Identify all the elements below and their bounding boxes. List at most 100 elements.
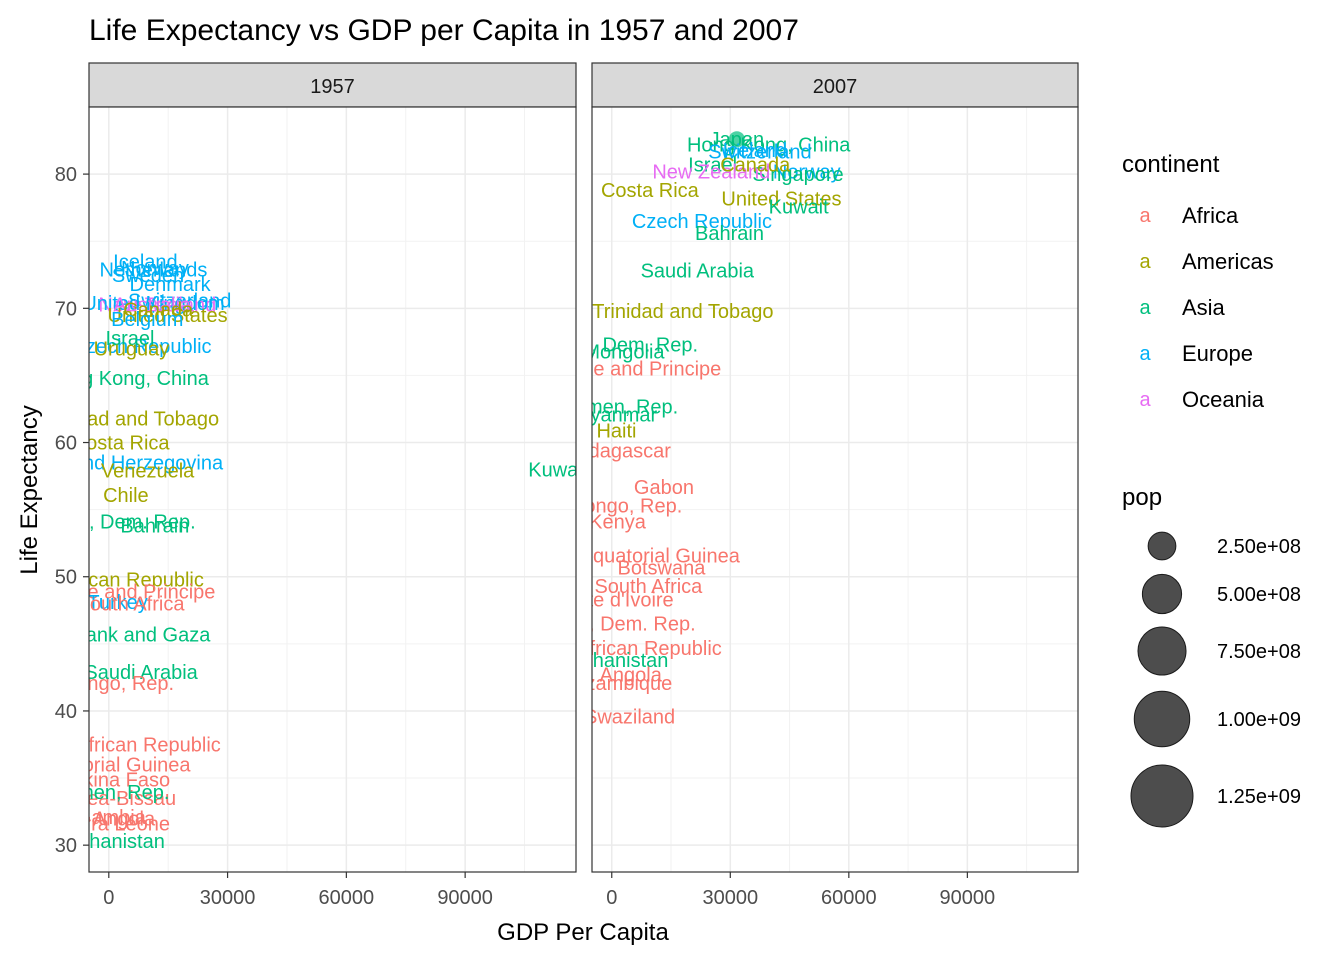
legend-key-glyph: a (1139, 251, 1151, 273)
legend-size-item: 7.50e+08 (1137, 626, 1301, 676)
y-axis-title: Life Expectancy (16, 405, 43, 574)
country-label: Guinea-Bissau (45, 788, 176, 810)
facet-panel-1957: 1957 IcelandNorwayNetherlandsSwedenDenmar… (5, 62, 588, 909)
legend-size-label: 2.50e+08 (1217, 536, 1301, 558)
country-label: Kuwait (769, 196, 829, 218)
legend-item-asia: a Asia (1139, 295, 1225, 320)
legend-item-africa: a Africa (1139, 203, 1239, 228)
country-label: Yemen, Rep. (563, 396, 678, 418)
country-label: Saudi Arabia (641, 261, 755, 283)
legend-label: Oceania (1182, 387, 1265, 412)
country-label: Hong Kong, China (45, 368, 209, 390)
country-label: Costa Rica (72, 433, 171, 455)
x-tick-label: 30000 (200, 887, 256, 909)
legend: continent a Africa a Americas a Asia a Europe a O… (1122, 151, 1301, 828)
country-label: Haiti (596, 420, 636, 442)
country-label: Australia (113, 294, 192, 316)
legend-size-label: 5.00e+08 (1217, 584, 1301, 606)
legend-size-title: pop (1122, 484, 1162, 511)
country-label: Central African Republic (6, 735, 221, 757)
legend-color-title: continent (1122, 151, 1220, 178)
legend-size-label: 1.00e+09 (1217, 709, 1301, 731)
y-tick-label: 80 (55, 164, 77, 186)
chart-title: Life Expectancy vs GDP per Capita in 195… (89, 14, 799, 47)
legend-key-glyph: a (1139, 343, 1151, 365)
legend-item-oceania: a Oceania (1139, 387, 1264, 412)
country-label: Afghanistan (59, 831, 165, 853)
data-point (728, 131, 745, 148)
country-label: Bahrain (695, 223, 764, 245)
country-label: Canada (720, 155, 791, 177)
country-label: Japan (710, 129, 765, 151)
legend-key-glyph: a (1139, 205, 1151, 227)
country-label: Korea, Dem. Rep. (36, 512, 196, 534)
country-label: Gabon (634, 477, 694, 499)
country-label: Equatorial Guinea (580, 545, 741, 567)
y-tick-label: 60 (55, 433, 77, 455)
country-label: Sao Tome and Principe (9, 582, 215, 604)
country-label: Singapore (752, 164, 843, 186)
legend-size-circle (1147, 531, 1177, 561)
facet-strip-label: 2007 (813, 76, 858, 98)
legend-size-items: 2.50e+08 5.00e+08 7.50e+08 1.00e+09 1.25e+09 (1130, 531, 1301, 828)
country-label: Bahrain (120, 516, 189, 538)
country-label: United Kingdom (82, 293, 224, 315)
legend-size-item: 5.00e+08 (1141, 573, 1301, 615)
country-label: Denmark (130, 274, 212, 296)
country-label: Afghanistan (563, 650, 669, 672)
country-label: Sierra Leone (56, 814, 171, 836)
legend-size-item: 1.25e+09 (1130, 764, 1301, 828)
country-label: Czech Republic (632, 211, 772, 233)
x-tick-label: 60000 (821, 887, 877, 909)
country-label: Costa Rica (601, 180, 700, 202)
country-label: Congo, Dem. Rep. (530, 614, 696, 636)
legend-key-glyph: a (1139, 389, 1151, 411)
legend-label: Africa (1182, 203, 1239, 228)
plot-area (592, 107, 1078, 872)
facet-panels: 1957IcelandNorwayNetherlandsSwedenDenmar… (5, 62, 1079, 909)
legend-key-glyph: a (1139, 297, 1151, 319)
country-label: Venezuela (101, 461, 195, 483)
legend-label: Americas (1182, 249, 1274, 274)
legend-size-label: 7.50e+08 (1217, 641, 1301, 663)
x-tick-label: 90000 (437, 887, 493, 909)
country-label: Equatorial Guinea (30, 755, 191, 777)
panel-border (591, 106, 1079, 873)
legend-size-circle (1130, 764, 1194, 828)
facet-strip (591, 62, 1079, 108)
country-label: Congo, Rep. (62, 673, 174, 695)
country-label: Norway (121, 258, 189, 280)
country-label: New Zealand (652, 161, 770, 183)
country-label: Mongolia (583, 341, 665, 363)
x-tick-label: 0 (103, 887, 114, 909)
x-tick-label: 90000 (940, 887, 996, 909)
country-label: Bosnia and Herzegovina (5, 453, 224, 475)
legend-label: Europe (1182, 341, 1253, 366)
legend-size-label: 1.25e+09 (1217, 786, 1301, 808)
legend-size-circle (1133, 690, 1191, 748)
country-label: Iceland (722, 140, 787, 162)
country-label: Central African Republic (507, 638, 722, 660)
country-label: Angola (93, 808, 156, 830)
country-label: Trinidad and Tobago (592, 301, 773, 323)
x-tick-label: 0 (606, 887, 617, 909)
legend-size-item: 1.00e+09 (1133, 690, 1301, 748)
legend-color-items: a Africa a Americas a Asia a Europe a Oceania (1139, 203, 1273, 412)
y-tick-label: 70 (55, 298, 77, 320)
country-label: Burkina Faso (52, 769, 170, 791)
country-label: Uruguay (94, 339, 170, 361)
y-tick-label: 30 (55, 835, 77, 857)
country-label: Chile (103, 485, 149, 507)
country-label: Swaziland (584, 706, 675, 728)
country-label: Sweden (112, 265, 184, 287)
country-label: Iceland (113, 251, 178, 273)
facet-strip-label: 1957 (310, 76, 355, 98)
legend-item-americas: a Americas (1139, 249, 1273, 274)
country-label: Madagascar (561, 441, 671, 463)
country-label: South Africa (77, 594, 186, 616)
country-label: Canada (123, 300, 194, 322)
country-label: Kuwait (528, 459, 588, 481)
x-axis-title: GDP Per Capita (497, 919, 669, 946)
